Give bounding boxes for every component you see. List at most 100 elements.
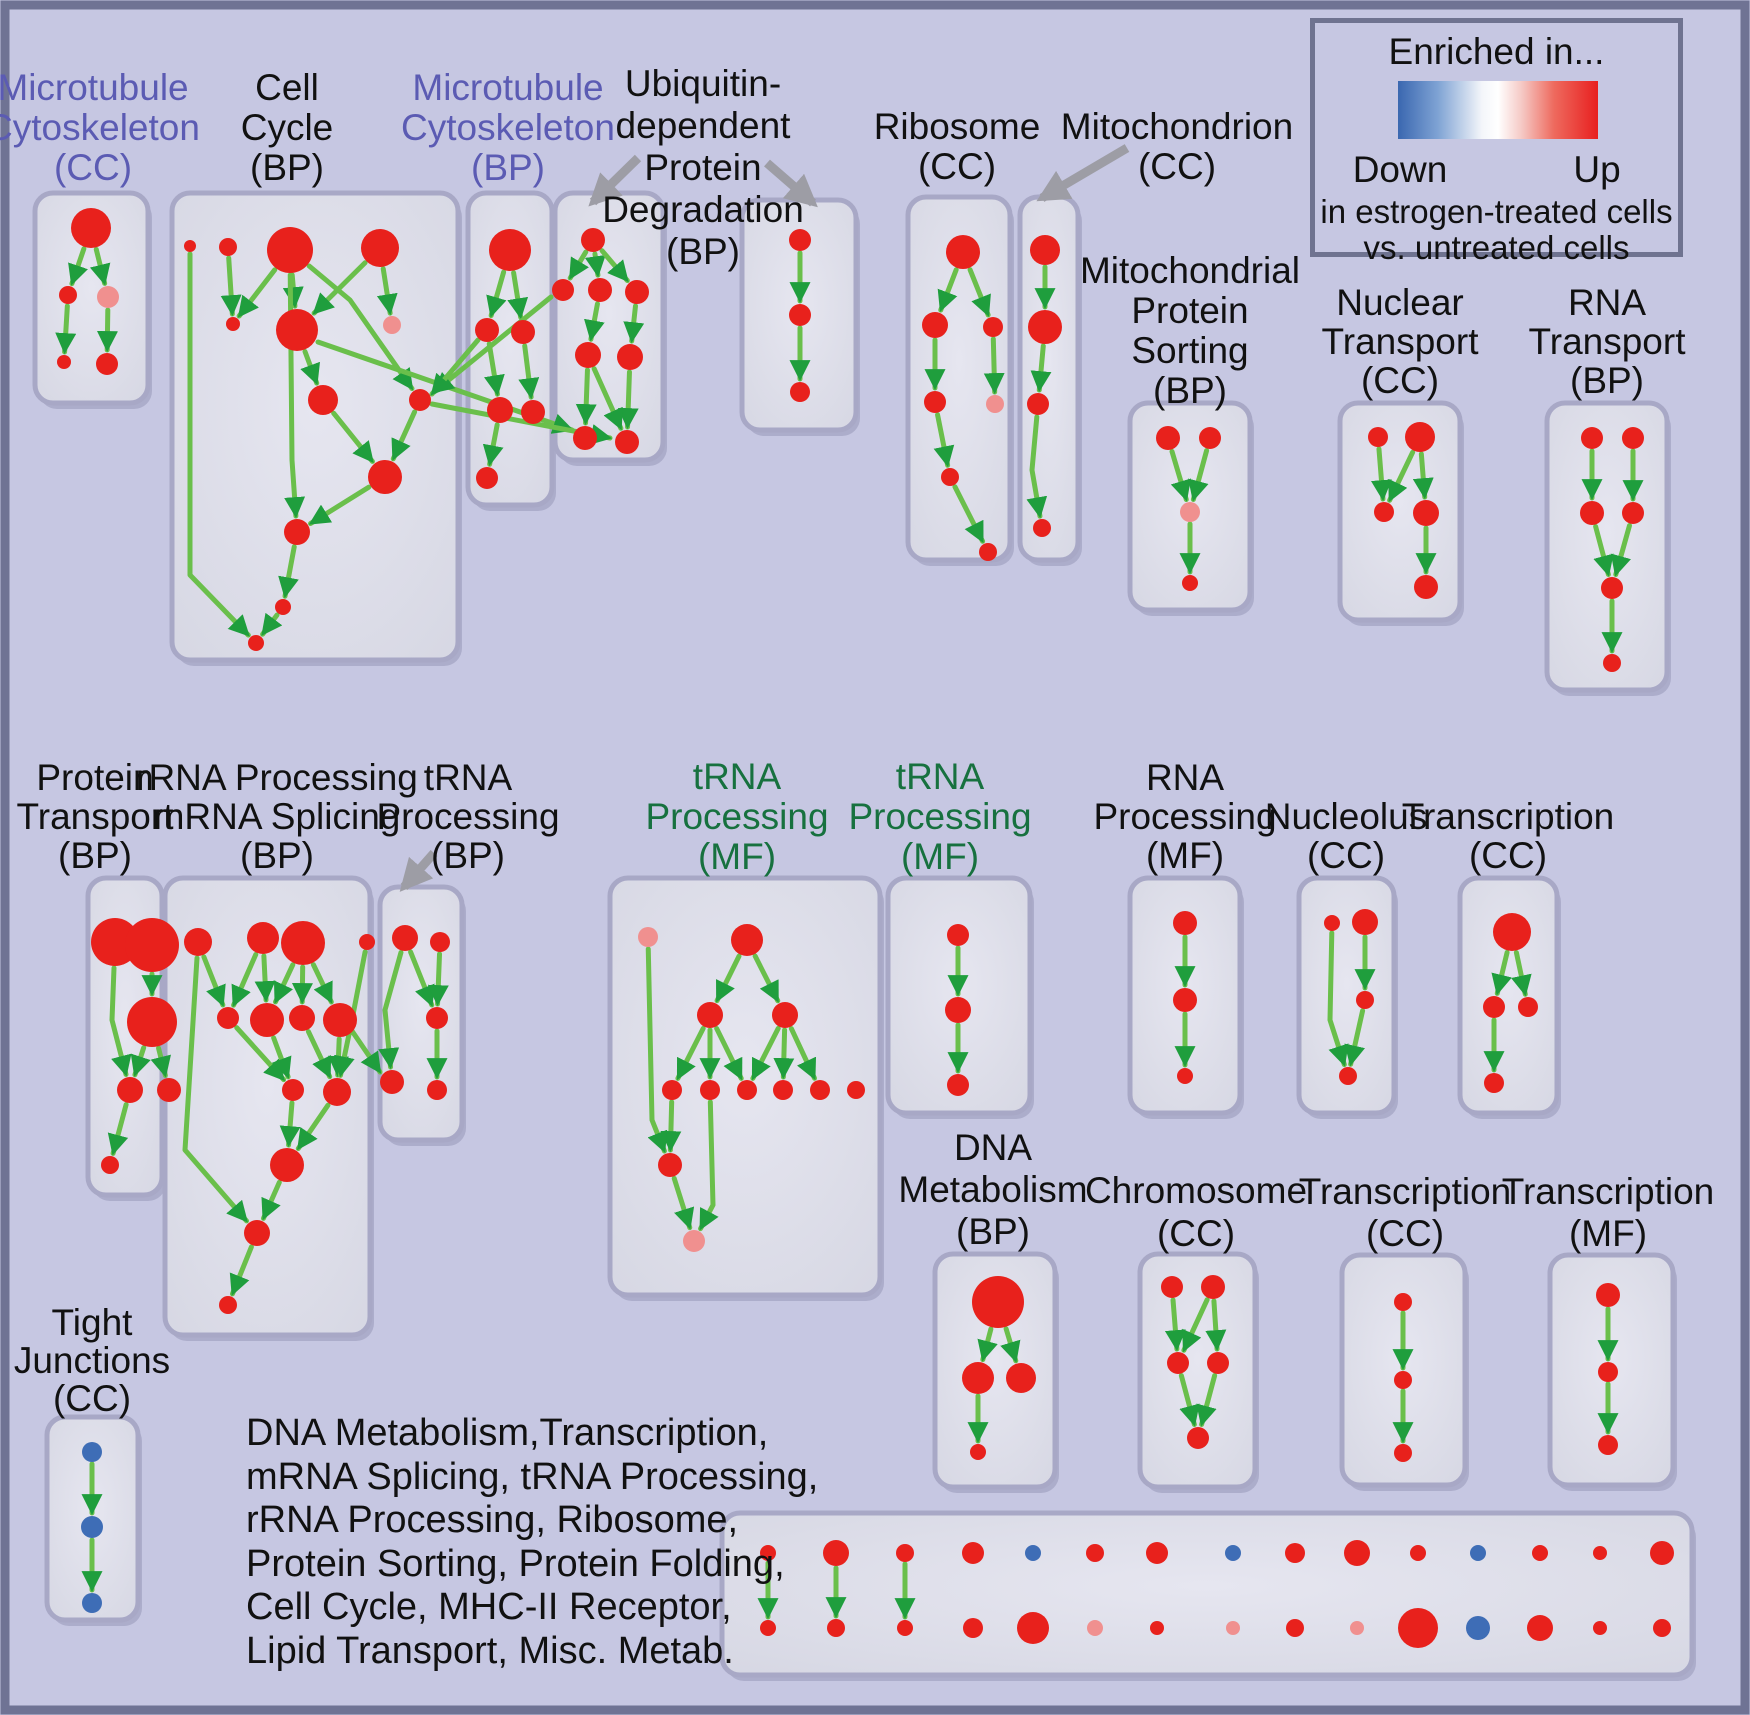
protein-transport-node-3 — [117, 1077, 143, 1103]
microtubule-cc-node-0 — [71, 208, 111, 248]
protein-transport-label-line: Transport — [16, 795, 174, 837]
cell-cycle-label-line: (BP) — [250, 147, 324, 188]
microtubule-cc-edge-0 — [68, 246, 88, 287]
microtubule-bp-edge-0 — [486, 269, 507, 319]
mixed-miscellaneous-node-17 — [897, 1620, 913, 1636]
ubiquitin-degradation-1-edge-2 — [599, 248, 630, 284]
nuclear-transport-node-0 — [1368, 427, 1388, 447]
misc-text-line: rRNA Processing, Ribosome, — [246, 1499, 739, 1541]
chromosome-cc-node-4 — [1187, 1427, 1209, 1449]
ubiquitin-degradation-1-edge-1 — [584, 251, 606, 278]
cell-cycle-edge-9 — [278, 544, 299, 599]
ribosome-label-line: (CC) — [917, 146, 997, 187]
trna-processing-bp-box — [377, 884, 465, 1143]
trna-mf1-label-line: (MF) — [697, 836, 777, 877]
ubiquitin-degradation-2-node-2 — [790, 382, 810, 402]
mixed-miscellaneous-node-16 — [827, 1619, 845, 1637]
trna-processing-mf-large-edge-9 — [645, 946, 668, 1154]
rrna-processing-mrna-splicing-edge-7 — [271, 1035, 292, 1080]
rna-transport-node-4 — [1601, 577, 1623, 599]
microtubule-cc-label-line: (CC) — [53, 147, 133, 188]
cell-cycle-edge-4 — [376, 266, 398, 316]
rrna-processing-mrna-splicing-node-6 — [289, 1005, 315, 1031]
trna-processing-bp-node-1 — [430, 932, 450, 952]
protein-transport-node-2 — [127, 997, 177, 1047]
cell-cycle-node-6 — [383, 316, 401, 334]
cell-cycle-node-9 — [368, 460, 402, 494]
ribosome-cc-edge-5 — [952, 484, 986, 544]
trna-processing-mf-large-edge-4 — [714, 1025, 744, 1081]
transcription-cc-bottom-node-0 — [1394, 1293, 1412, 1311]
mixed-miscellaneous-node-22 — [1226, 1621, 1240, 1635]
mixed-miscellaneous-node-15 — [760, 1620, 776, 1636]
ribosome-cc-node-5 — [941, 468, 959, 486]
dna-metabolism-label-line: (BP) — [956, 1211, 1030, 1252]
trna-processing-mf-large-node-10 — [658, 1153, 682, 1177]
mixed-miscellaneous-box — [719, 1510, 1695, 1678]
misc-text-line: mRNA Splicing, tRNA Processing, — [246, 1455, 819, 1498]
rna-transport-node-0 — [1581, 427, 1603, 449]
dna-metabolism-label: DNA Metabolism (BP) — [898, 1127, 1087, 1253]
transcription-mf-label-line: (MF) — [1568, 1213, 1648, 1254]
misc-text-line: Lipid Transport, Misc. Metab. — [246, 1629, 734, 1672]
chromosome-cc-edge-0 — [1164, 1297, 1186, 1352]
protein-transport-label: Protein Transport (BP) — [17, 758, 174, 875]
transcription-cc-bottom-node-1 — [1394, 1371, 1412, 1389]
mito-protein-sorting-node-3 — [1182, 575, 1198, 591]
protein-transport-node-1 — [125, 918, 179, 972]
rna-transport-edge-3 — [1610, 523, 1632, 578]
cell-cycle-node-2 — [267, 227, 313, 273]
mitochondrion-arrow — [1036, 144, 1130, 202]
cell-cycle-edge-12 — [306, 263, 415, 392]
ubiquitin-label: Ubiquitin-dependent Protein Degradation (BP… — [602, 63, 804, 273]
trna-processing-mf-large-node-1 — [731, 924, 763, 956]
rna-transport-label-line: RNA — [1567, 281, 1647, 323]
rna-transport-label-line: Transport — [1528, 320, 1686, 362]
ubiquitin-degradation-1-edge-7 — [591, 366, 624, 431]
cell-cycle-box — [169, 190, 461, 663]
ubiquitin-to-cellcycle-hub — [431, 294, 554, 395]
trna-mf1-label: tRNA Processing (MF) — [645, 757, 828, 877]
trna-bp-label: tRNA Processing (BP) — [376, 758, 559, 875]
ribosome-cc-node-4 — [986, 395, 1004, 413]
cell-cycle-node-4 — [226, 317, 240, 331]
transcription-cc-bot-label-line: (CC) — [1365, 1213, 1445, 1254]
trna-bp-label-line: Processing — [376, 795, 560, 837]
transcription-cc-mid-node-0 — [1493, 913, 1531, 951]
ubiquitin-degradation-1-edge-3 — [584, 301, 605, 342]
misc-text-line: DNA Metabolism,Transcription, — [246, 1412, 769, 1454]
trna-processing-mf-small-node-2 — [947, 1074, 969, 1096]
chromosome-label: Chromosome (CC) — [1085, 1169, 1307, 1255]
ubiquitin-degradation-2-node-0 — [789, 229, 811, 251]
trna-processing-mf-large-node-8 — [810, 1080, 830, 1100]
microtubule-cc-label-line: Cytoskeleton — [0, 107, 200, 148]
legend-subline-2: vs. untreated cells — [1363, 229, 1630, 266]
rrna-mrna-label-line: mRNA Splicing — [153, 795, 401, 837]
ubiquitin-label-line: Degradation — [602, 189, 804, 230]
transcription-cc-bot-label: Transcription (CC) — [1299, 1171, 1511, 1255]
nucleolus-label-line: (CC) — [1306, 834, 1386, 876]
microtubule-cc-edge-2 — [55, 303, 77, 355]
mixed-miscellaneous-node-29 — [1653, 1619, 1671, 1637]
nuclear-transport-edge-0 — [1370, 446, 1392, 502]
rrna-processing-mrna-splicing-node-4 — [217, 1007, 239, 1029]
rrna-processing-mrna-splicing-node-7 — [323, 1003, 357, 1037]
microtubule-cc-node-1 — [59, 286, 77, 304]
ribosome-cc-box — [905, 194, 1013, 563]
transcription-cc-mid-node-1 — [1483, 996, 1505, 1018]
transcription-cc-bottom-node-2 — [1394, 1444, 1412, 1462]
rrna-processing-mrna-splicing-edge-5 — [310, 962, 334, 1005]
ribosome-cc-edge-3 — [983, 336, 1005, 395]
trna-mf2-label-line: Processing — [848, 796, 1032, 837]
chromosome-label-line: Chromosome — [1084, 1169, 1308, 1211]
microtubule-bp-edge-4 — [482, 422, 504, 467]
rrna-processing-mrna-splicing-node-1 — [247, 922, 279, 954]
chromosome-cc-node-1 — [1201, 1275, 1225, 1299]
microtubule-cc-node-3 — [57, 355, 71, 369]
trna-processing-mf-large-edge-5 — [750, 1025, 781, 1081]
transcription-cc-mid-node-3 — [1484, 1073, 1504, 1093]
mitochondrion-cc-edge-2 — [1026, 414, 1048, 519]
trna-bp-arrow — [399, 850, 438, 892]
